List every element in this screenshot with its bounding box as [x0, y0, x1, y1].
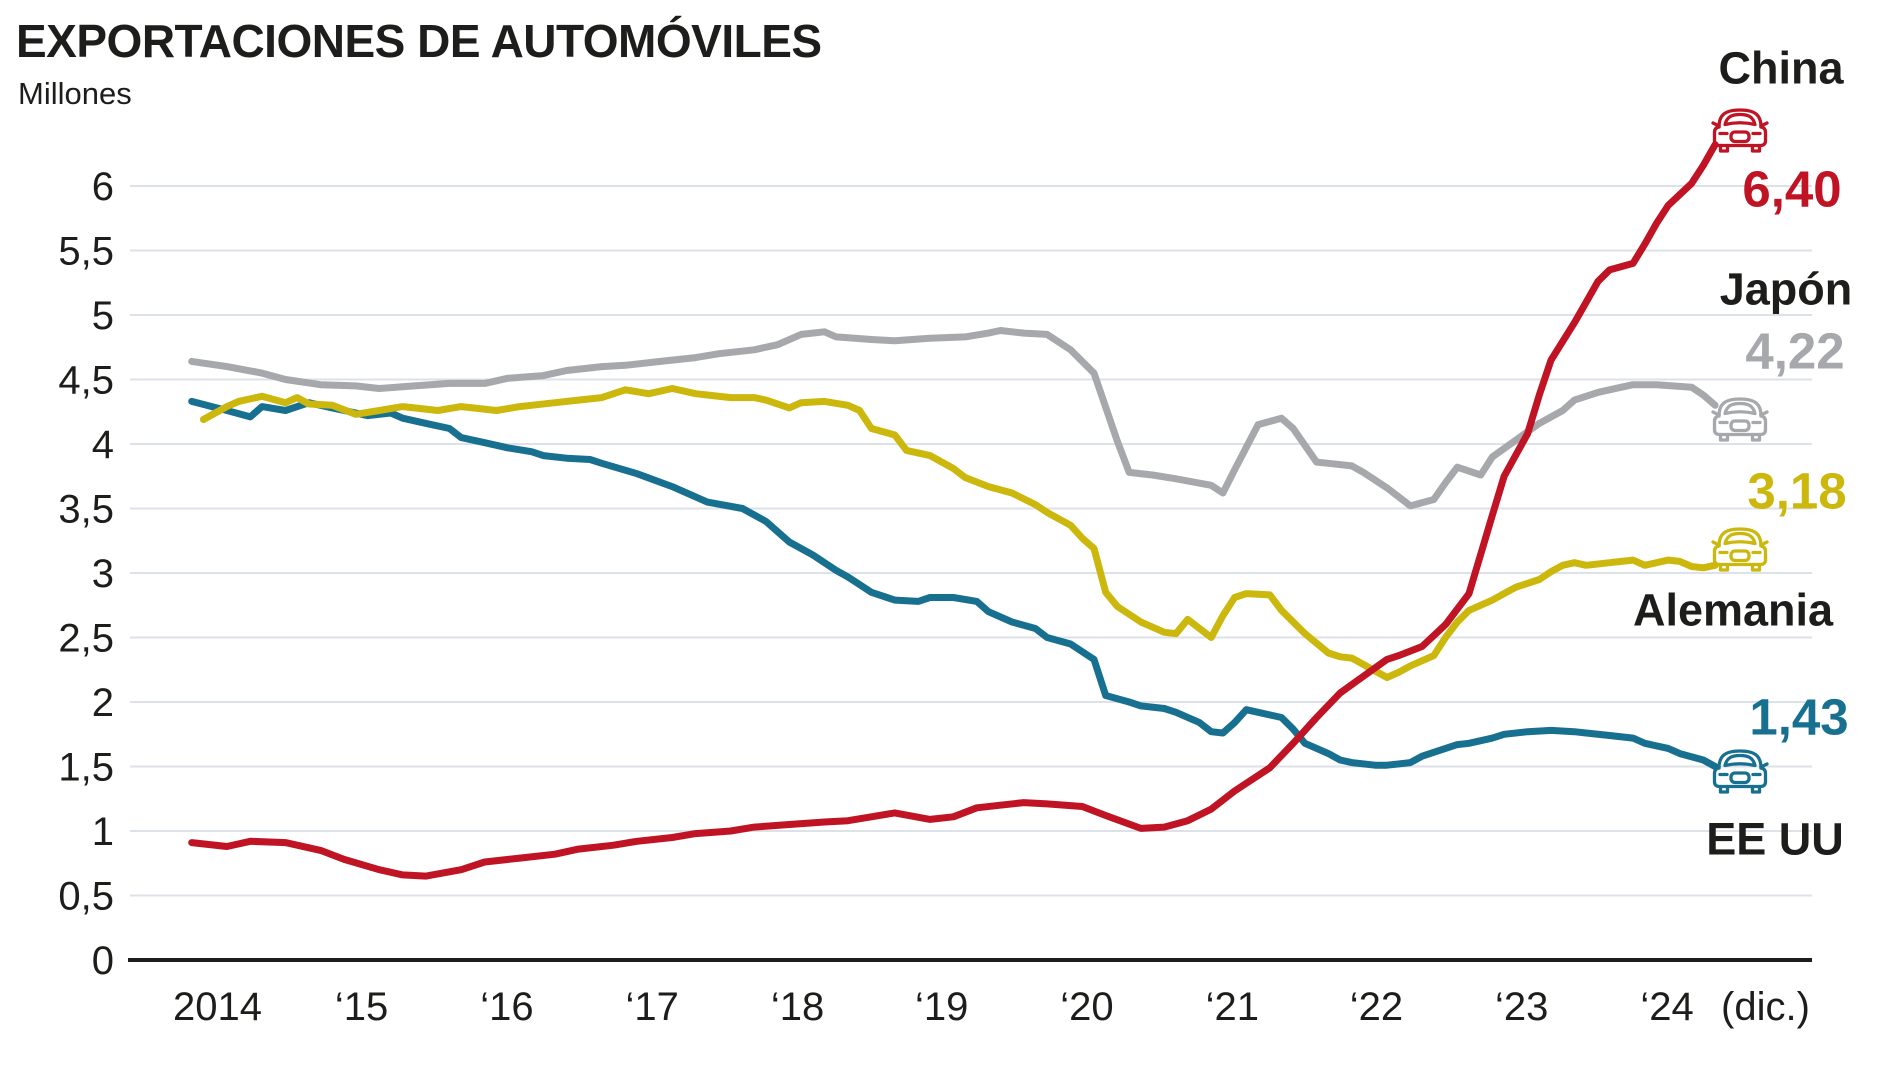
y-tick-label: 6 [92, 165, 114, 209]
y-tick-label: 1,5 [58, 746, 114, 790]
china-car-icon [1708, 101, 1772, 155]
legend-japan-label: Japón [1719, 263, 1853, 315]
y-tick-label: 0 [92, 939, 114, 983]
y-tick-label: 1 [92, 810, 114, 854]
page-title: EXPORTACIONES DE AUTOMÓVILES [16, 15, 822, 67]
y-tick-label: 4,5 [58, 359, 114, 403]
chart-units-label: Millones [18, 76, 132, 111]
y-tick-label: 5 [92, 294, 114, 338]
japan-car-icon [1708, 390, 1772, 444]
legend-usa-label: EE UU [1706, 813, 1844, 865]
usa-car-icon [1708, 742, 1772, 796]
x-tick-label: ‘20 [1060, 985, 1113, 1029]
x-tick-label: ‘17 [626, 985, 679, 1029]
x-tick-label: ‘21 [1206, 985, 1259, 1029]
legend-china-label: China [1718, 42, 1844, 94]
x-tick-label: ‘24 [1640, 985, 1693, 1029]
y-tick-label: 3,5 [58, 488, 114, 532]
germany-car-icon [1708, 520, 1772, 574]
x-tick-label: ‘23 [1495, 985, 1548, 1029]
series-line-china [188, 141, 1719, 880]
legend-usa-value: 1,43 [1749, 688, 1849, 746]
x-tick-label: ‘18 [771, 985, 824, 1029]
x-tick-label: ‘16 [480, 985, 533, 1029]
legend-china-value: 6,40 [1742, 160, 1842, 218]
series-line-usa [188, 397, 1719, 770]
series-line-japan [188, 327, 1719, 510]
y-tick-label: 2 [92, 681, 114, 725]
x-tick-label: (dic.) [1721, 985, 1810, 1029]
y-tick-label: 4 [92, 423, 114, 467]
series-line-germany [199, 385, 1719, 681]
y-tick-label: 3 [92, 552, 114, 596]
legend-japan-value: 4,22 [1745, 322, 1845, 380]
x-tick-label: ‘19 [915, 985, 968, 1029]
legend-germany-value: 3,18 [1747, 462, 1847, 520]
y-tick-label: 5,5 [58, 230, 114, 274]
x-tick-label: 2014 [173, 985, 262, 1029]
legend-germany-label: Alemania [1632, 584, 1834, 636]
x-tick-label: ‘22 [1350, 985, 1403, 1029]
y-tick-label: 2,5 [58, 617, 114, 661]
x-tick-label: ‘15 [335, 985, 388, 1029]
y-tick-label: 0,5 [58, 875, 114, 919]
